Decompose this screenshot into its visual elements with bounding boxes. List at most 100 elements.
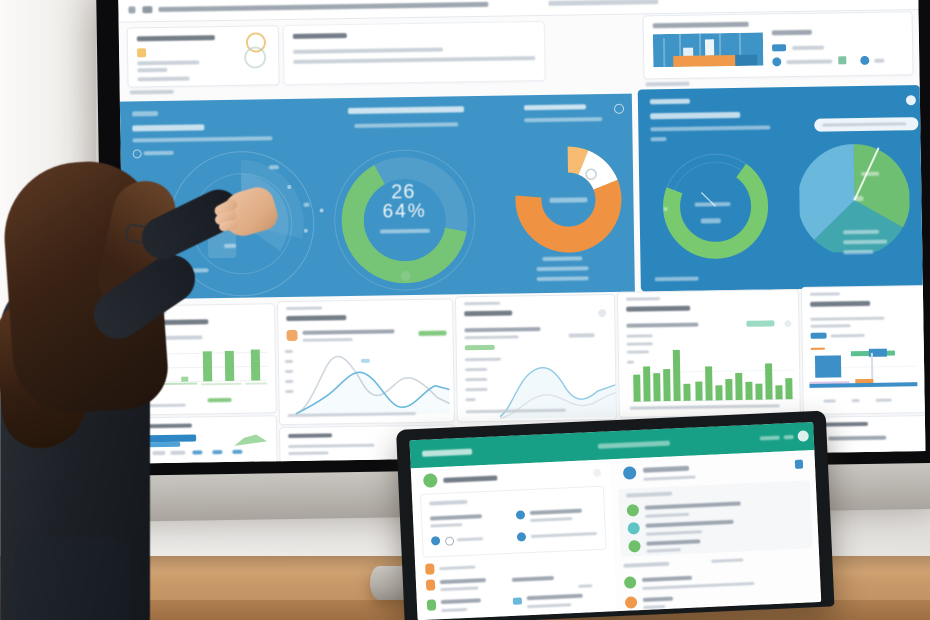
laptop-left-item-2-sub <box>530 517 573 523</box>
card5-xlabel-1 <box>823 399 836 403</box>
card2b-subtitle <box>288 443 375 449</box>
card3-area-chart <box>499 367 616 419</box>
hero-search-placeholder <box>822 122 907 127</box>
laptop-left-column <box>410 459 619 620</box>
hero-right-meta <box>650 137 667 142</box>
hero-donut-footnote-2 <box>536 266 589 272</box>
card2-ylabel-1 <box>284 349 293 354</box>
laptop-header-action-sort[interactable] <box>783 434 794 440</box>
laptop-right-item-5-sub <box>643 604 666 609</box>
hero-panel-right[interactable] <box>637 85 923 292</box>
card2b-title <box>288 433 333 439</box>
card4-subtitle <box>626 322 699 328</box>
pie-label-subscriptions <box>861 171 880 177</box>
card3-axis-note <box>465 398 476 402</box>
hero-right-subtitle <box>650 125 771 132</box>
app-menu-icon[interactable] <box>128 6 136 14</box>
top-left-card-line1 <box>137 60 200 66</box>
hero-segments-donut <box>515 146 622 253</box>
laptop-left-item-1-title <box>429 514 483 521</box>
card2-ylabel-5 <box>285 389 294 394</box>
card5-title <box>810 300 871 307</box>
laptop-right-header-title <box>642 465 690 473</box>
hero-right-gauge-value <box>700 218 721 224</box>
laptop-left-item-5-title <box>439 578 486 585</box>
card3-legend-3 <box>465 377 488 382</box>
card3-menu-icon[interactable] <box>598 309 607 318</box>
hero-gauge-donut <box>334 149 476 291</box>
laptop-left-item-7-sub <box>441 607 468 613</box>
laptop-header-action-filter[interactable] <box>759 435 780 441</box>
pie-legend-1 <box>842 229 880 235</box>
card4-eyebrow <box>625 297 661 301</box>
card-daily-active-users[interactable] <box>616 288 801 418</box>
laptop-left-item-1-sub <box>430 523 463 528</box>
laptop-header-center <box>597 440 670 449</box>
pie-legend-2 <box>843 239 888 245</box>
hero-gauge-value: 64% <box>382 200 427 223</box>
hero-settings-icon[interactable] <box>613 103 625 114</box>
top-right-caption <box>645 81 690 87</box>
card5-legend-label <box>830 333 865 338</box>
card2-ylabel-2 <box>284 359 293 364</box>
laptop-left-item-1-icon <box>444 536 455 546</box>
laptop-left-item-1-meta <box>456 537 484 542</box>
laptop-avatar[interactable] <box>797 430 809 442</box>
top-left-card-footer[interactable] <box>137 76 190 82</box>
laptop-right-column <box>610 450 822 612</box>
legend-title <box>771 29 812 36</box>
card2-ylabel-3 <box>285 369 294 374</box>
top-mid-card-body2 <box>293 56 536 64</box>
laptop-screen[interactable] <box>409 422 822 620</box>
laptop-right-panel[interactable] <box>617 480 813 557</box>
hero-right-gauge-tick <box>663 207 668 212</box>
laptop-left-item-3-title <box>530 531 597 538</box>
laptop-left-item-8-title <box>526 593 583 601</box>
top-right-card[interactable] <box>642 11 914 80</box>
hero-gauge-title <box>347 106 465 115</box>
card-spend-allocation[interactable] <box>800 285 926 415</box>
card-revenue-vs-forecast[interactable] <box>277 298 455 426</box>
card3-legend-1 <box>464 357 501 362</box>
card-active-campaigns[interactable] <box>454 293 617 423</box>
app-bar-action[interactable] <box>548 0 659 6</box>
card-top-referrers[interactable] <box>128 415 278 464</box>
presenter-person <box>0 108 282 620</box>
laptop-left-item-8-icon <box>512 597 523 605</box>
laptop-right-footer-label <box>623 561 670 568</box>
laptop-left-item-7-title <box>440 598 481 605</box>
hero-gauge-caption <box>379 228 430 234</box>
hero-close-icon[interactable] <box>905 95 917 106</box>
laptop-right-item-3-title <box>646 539 701 546</box>
laptop-right-item-2-title <box>645 519 734 528</box>
laptop-left-menu-icon[interactable] <box>592 468 602 478</box>
laptop-right-flag-icon[interactable] <box>794 459 804 469</box>
person-lower-body <box>14 538 130 620</box>
top-left-card[interactable] <box>126 25 280 88</box>
app-bar-breadcrumb <box>158 1 489 13</box>
card3-subtitle <box>464 327 541 333</box>
laptop-right-item-3-sub <box>646 548 681 553</box>
laptop-left-panel[interactable] <box>419 485 607 558</box>
hero-donut-subtitle <box>524 117 603 123</box>
top-mid-card-title <box>292 33 347 39</box>
card2b-meta <box>288 451 329 456</box>
laptop-right-item-2-dot <box>627 522 640 535</box>
laptop-left-item-6-title <box>511 575 554 582</box>
card5-xlabel-2 <box>851 399 860 403</box>
radar-label-reach <box>268 165 279 170</box>
card4-menu-icon[interactable] <box>784 320 792 328</box>
top-mid-card[interactable] <box>282 20 546 86</box>
card5-xlabel-3 <box>875 398 892 402</box>
card3-subtitle-2 <box>464 335 519 340</box>
card4-title <box>626 305 691 312</box>
card2-item-icon <box>286 329 298 342</box>
hero-search-input[interactable] <box>814 117 919 132</box>
app-bar-title: Analytics Overview <box>142 6 153 14</box>
laptop-left-item-3-dot <box>516 532 527 542</box>
laptop-right-avatar <box>622 466 637 480</box>
hero-donut-footnote-3 <box>536 276 589 282</box>
laptop-left-item-4-title <box>439 565 476 571</box>
hero-donut-center-label <box>549 197 588 203</box>
card3-title <box>464 310 513 317</box>
